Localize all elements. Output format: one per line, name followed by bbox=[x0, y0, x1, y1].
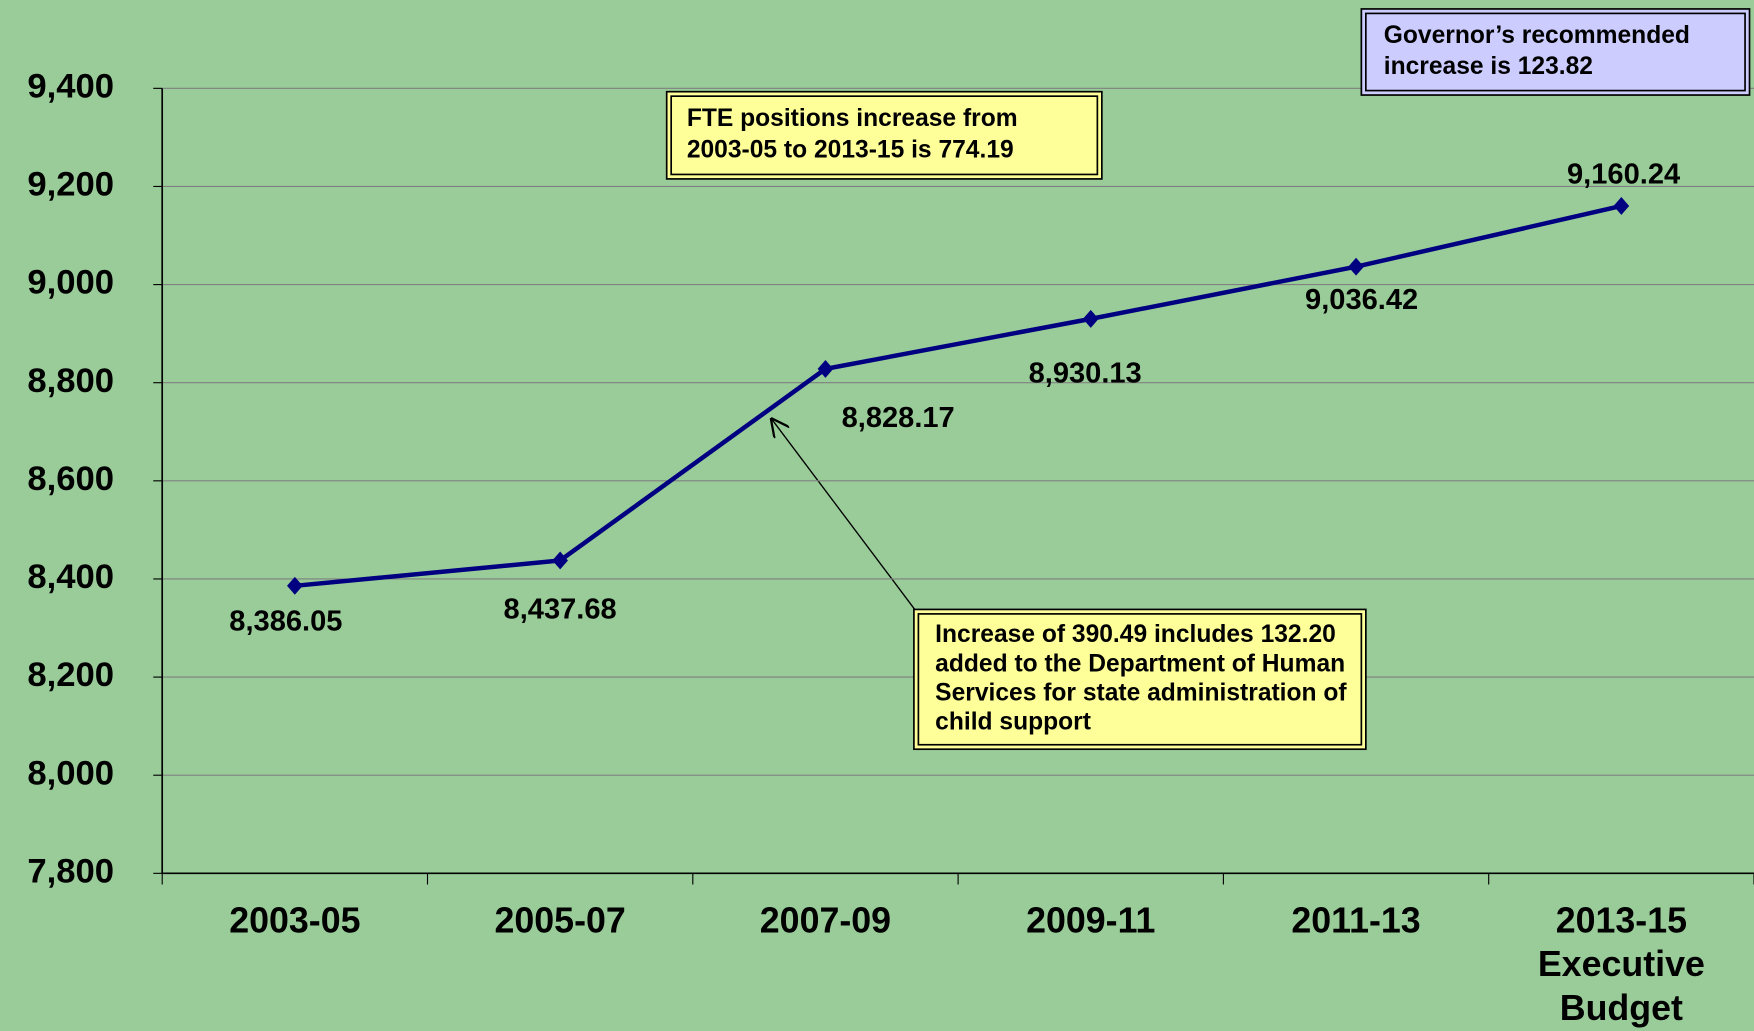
x-tick-label: 2003-05 bbox=[229, 901, 360, 941]
x-tick-label: 2009-11 bbox=[1026, 901, 1155, 941]
annotation-text: added to the Department of Human bbox=[935, 650, 1345, 677]
annotation-text: FTE positions increase from bbox=[687, 105, 1018, 132]
annotation-text: increase is 123.82 bbox=[1384, 53, 1593, 80]
annotation-text: Increase of 390.49 includes 132.20 bbox=[935, 621, 1336, 648]
annotation-box-inner bbox=[670, 95, 1099, 176]
y-tick-label: 9,400 bbox=[27, 67, 114, 105]
annotation-box bbox=[665, 90, 1103, 180]
data-label: 8,930.13 bbox=[1029, 357, 1142, 389]
y-tick-label: 8,000 bbox=[27, 754, 114, 792]
x-tick-label: 2007-09 bbox=[760, 901, 891, 941]
data-point bbox=[1613, 197, 1630, 215]
x-tick-label: 2011-13 bbox=[1291, 901, 1420, 941]
annotation-arrow bbox=[772, 419, 918, 614]
data-point bbox=[287, 576, 303, 595]
y-tick-label: 9,200 bbox=[27, 166, 114, 204]
annotation-text: Governor’s recommended bbox=[1384, 22, 1690, 49]
y-tick-label: 8,200 bbox=[27, 656, 114, 694]
y-tick-label: 8,600 bbox=[27, 460, 114, 498]
data-line bbox=[294, 203, 1622, 589]
annotation-box-inner bbox=[1364, 12, 1746, 92]
data-point bbox=[1348, 257, 1364, 276]
annotation-text: 2003-05 to 2013-15 is 774.19 bbox=[687, 136, 1014, 163]
data-label: 9,160.24 bbox=[1567, 158, 1680, 190]
y-tick-label: 8,800 bbox=[27, 362, 114, 400]
annotation-text: child support bbox=[935, 708, 1091, 735]
data-label: 9,036.42 bbox=[1305, 284, 1418, 316]
x-tick-label: 2013-15 Executive Budget bbox=[1538, 901, 1705, 1028]
x-tick-label: 2005-07 bbox=[495, 901, 626, 941]
annotation-text: Services for state administration of bbox=[935, 679, 1347, 706]
y-tick-label: 7,800 bbox=[27, 852, 114, 890]
data-label: 8,828.17 bbox=[842, 402, 955, 434]
data-point bbox=[817, 359, 834, 378]
annotation-box-inner bbox=[917, 613, 1363, 746]
annotation-box bbox=[1360, 8, 1751, 96]
data-label: 8,386.05 bbox=[229, 605, 342, 637]
y-tick-label: 8,400 bbox=[27, 558, 114, 596]
data-label: 8,437.68 bbox=[504, 593, 617, 625]
y-tick-label: 9,000 bbox=[27, 264, 114, 302]
annotation-box bbox=[913, 608, 1367, 751]
data-point bbox=[1082, 309, 1099, 328]
